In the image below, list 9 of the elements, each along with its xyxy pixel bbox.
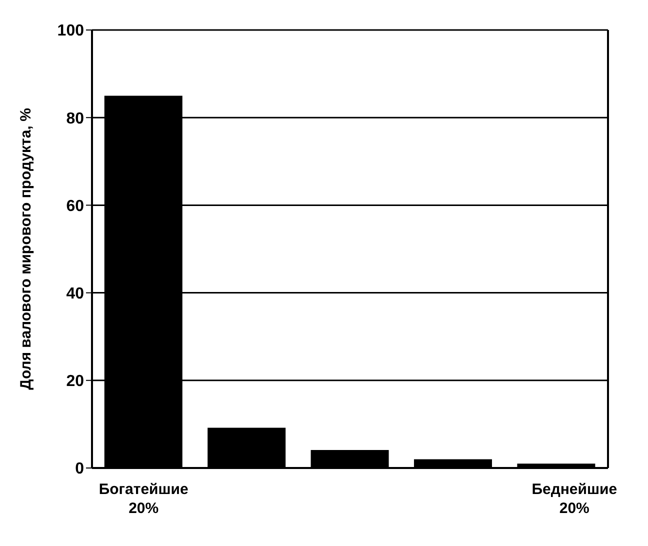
x-tick-label: Беднейшие 20% [532, 481, 618, 517]
y-tick-label: 20 [66, 373, 84, 390]
y-tick-label: 80 [66, 110, 84, 128]
y-tick-label: 60 [66, 198, 84, 215]
y-tick-label: 100 [57, 22, 84, 40]
y-axis-title: Доля валового мирового продукта, % [17, 108, 34, 390]
y-tick-label: 0 [75, 460, 84, 478]
y-tick-label: 40 [66, 285, 84, 302]
x-tick-label: Богатейшие 20% [98, 481, 188, 517]
